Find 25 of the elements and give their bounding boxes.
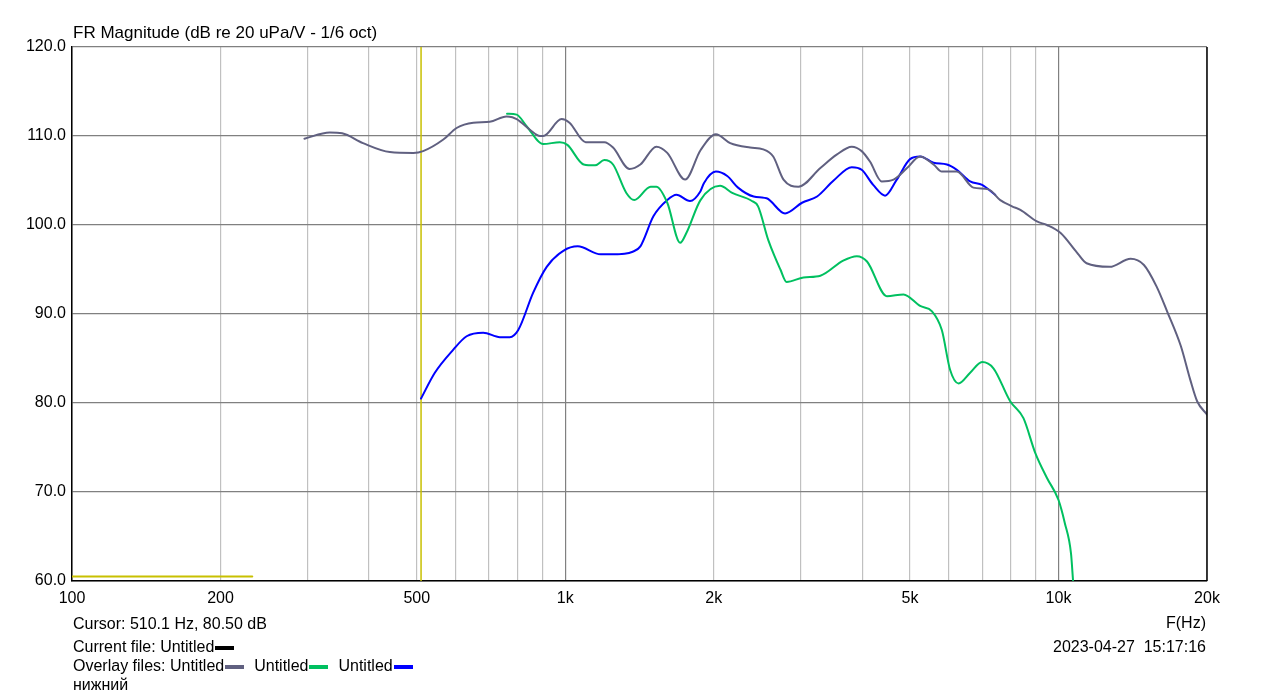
x-tick-label: 200: [207, 589, 234, 607]
x-tick-label: 1k: [556, 589, 575, 607]
y-tick-label: 110.0: [27, 126, 67, 144]
y-tick-label: 90.0: [34, 304, 67, 322]
y-tick-label: 60.0: [34, 571, 67, 589]
x-tick-label: 20k: [1194, 589, 1221, 607]
text: Cursor: 510.1 Hz, 80.50 dB: [73, 614, 267, 634]
text: 2023-04-27 15:17:16: [1052, 637, 1206, 657]
y-tick-label: 80.0: [34, 393, 67, 411]
legend-label: Untitled: [338, 657, 393, 674]
text: Current file: Untitled: [73, 638, 215, 655]
chart-title: FR Magnitude (dB re 20 uPa/V - 1/6 oct): [73, 23, 378, 43]
x-tick-label: 100: [58, 589, 86, 607]
x-axis-title: F(Hz): [1166, 613, 1206, 633]
y-tick-label: 120.0: [25, 37, 67, 55]
y-tick-label: 70.0: [34, 482, 67, 500]
x-tick-label: 500: [403, 589, 431, 607]
x-tick-label: 10k: [1045, 589, 1073, 607]
legend-title: Overlay files:: [73, 657, 167, 674]
legend-label: Untitled: [169, 657, 225, 674]
y-tick-label: 100.0: [25, 215, 67, 233]
x-tick-label: 5k: [901, 589, 920, 607]
x-tick-label: 2k: [705, 589, 724, 607]
legend-label: Untitled: [254, 657, 309, 674]
text: нижний: [73, 675, 129, 695]
